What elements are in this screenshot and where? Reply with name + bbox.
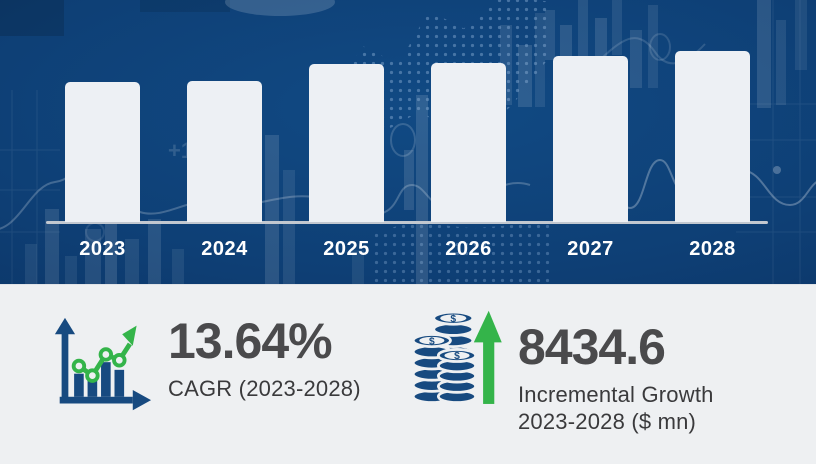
svg-text:$: $ [454, 351, 460, 362]
bar-2025 [309, 64, 384, 222]
bar-column-2026: 2026 [431, 0, 506, 284]
incremental-growth-stat: $ $ $ [412, 307, 714, 436]
cagr-label: CAGR (2023-2028) [168, 376, 361, 401]
coin-stack-front: $ [436, 348, 478, 404]
bar-column-2027: 2027 [553, 0, 628, 284]
year-label-2023: 2023 [79, 238, 126, 260]
chart-baseline [46, 221, 768, 224]
bar-2028 [675, 51, 750, 222]
year-label-2028: 2028 [689, 238, 736, 260]
bar-chart: 2023 2024 2025 2026 2027 2028 [65, 0, 750, 284]
svg-text:$: $ [450, 314, 456, 325]
key-stats-panel: 13.64% CAGR (2023-2028) $ [0, 284, 816, 464]
year-label-2026: 2026 [445, 238, 492, 260]
svg-text:$: $ [429, 336, 435, 347]
bar-2023 [65, 82, 140, 222]
coin-stack-up-arrow-icon: $ $ $ [412, 310, 502, 404]
growth-chart-icon [54, 317, 152, 411]
bar-2026 [431, 63, 506, 222]
cagr-stat: 13.64% CAGR (2023-2028) [52, 313, 361, 415]
year-label-2027: 2027 [567, 238, 614, 260]
cagr-value: 13.64% [168, 313, 333, 369]
bar-2024 [187, 81, 262, 222]
up-arrow-icon [473, 310, 502, 404]
incremental-growth-label: Incremental Growth 2023-2028 ($ mn) [518, 382, 714, 436]
bar-column-2025: 2025 [309, 0, 384, 284]
bar-column-2023: 2023 [65, 0, 140, 284]
incremental-growth-label-line1: Incremental Growth [518, 382, 714, 407]
bar-column-2028: 2028 [675, 0, 750, 284]
incremental-growth-label-line2: 2023-2028 ($ mn) [518, 408, 697, 434]
incremental-growth-value: 8434.6 [518, 319, 666, 375]
bar-2027 [553, 56, 628, 222]
year-label-2024: 2024 [201, 238, 248, 260]
bar-column-2024: 2024 [187, 0, 262, 284]
market-size-chart-section: +1 2023 2024 2025 2026 2027 2028 [0, 0, 816, 284]
year-label-2025: 2025 [323, 238, 370, 260]
map-dots-pattern-lower [372, 222, 554, 284]
